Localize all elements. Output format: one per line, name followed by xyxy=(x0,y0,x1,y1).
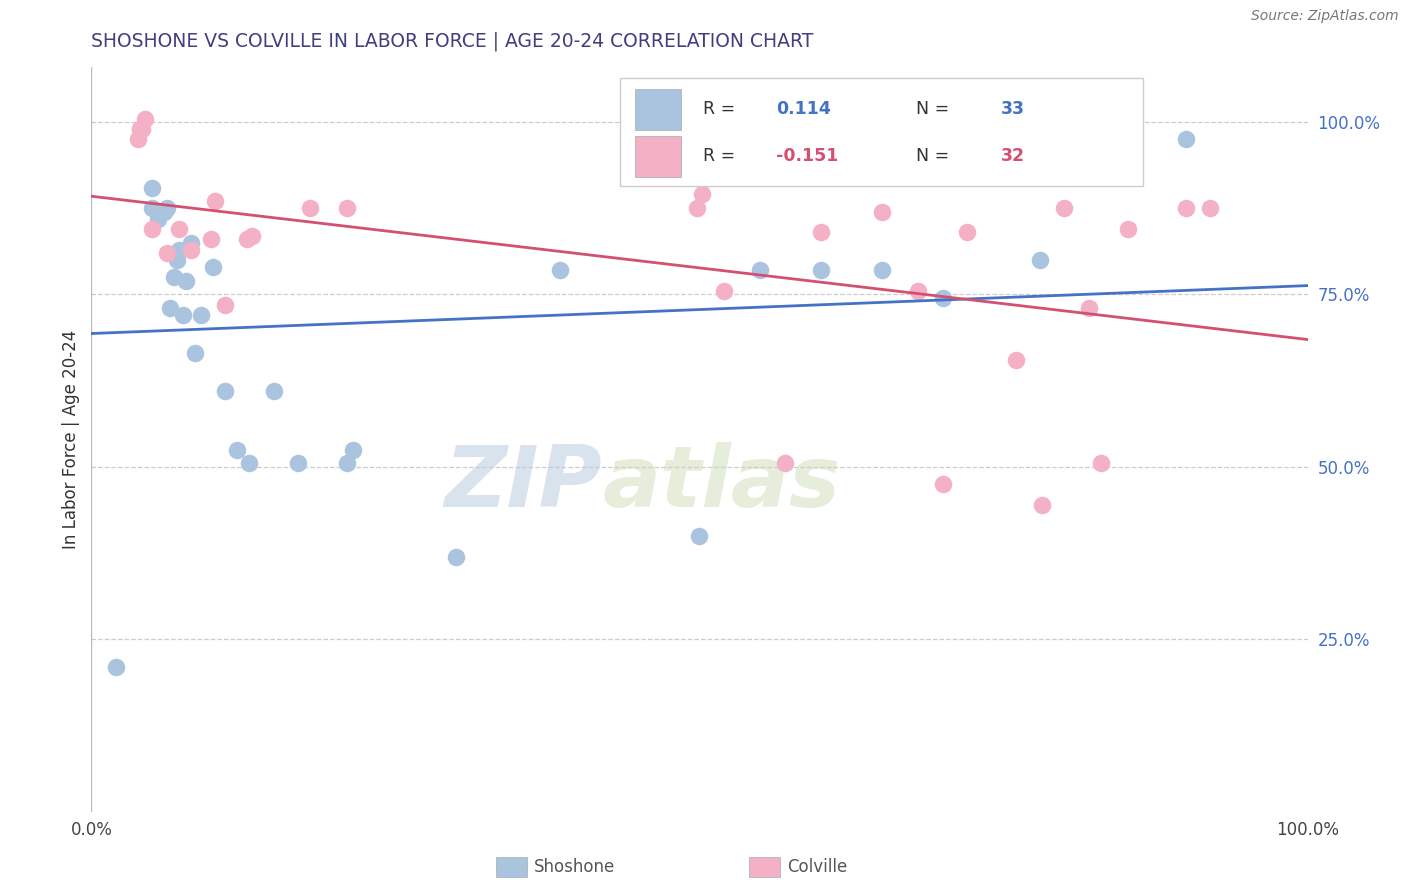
Point xyxy=(1031,498,1053,512)
Point xyxy=(870,263,893,277)
Point xyxy=(167,243,190,257)
Point xyxy=(156,201,179,215)
Point xyxy=(184,346,207,360)
Point xyxy=(1175,132,1198,146)
Point xyxy=(141,222,163,236)
Point xyxy=(148,211,170,226)
Point xyxy=(810,226,832,240)
Point xyxy=(200,232,222,246)
Point xyxy=(236,232,259,246)
Point xyxy=(167,222,190,236)
Point xyxy=(180,235,202,250)
FancyBboxPatch shape xyxy=(636,89,682,130)
Text: R =: R = xyxy=(703,101,741,119)
Point xyxy=(686,201,709,215)
Point xyxy=(131,122,153,136)
Point xyxy=(956,226,979,240)
Point xyxy=(226,442,249,457)
Text: 32: 32 xyxy=(1001,147,1025,165)
Point xyxy=(336,201,359,215)
Point xyxy=(713,284,735,298)
Point xyxy=(548,263,571,277)
Text: N =: N = xyxy=(915,101,955,119)
Point xyxy=(690,187,713,202)
Y-axis label: In Labor Force | Age 20-24: In Labor Force | Age 20-24 xyxy=(62,330,80,549)
Point xyxy=(810,263,832,277)
Point xyxy=(342,442,364,457)
Point xyxy=(127,132,149,146)
Point xyxy=(153,204,176,219)
Point xyxy=(172,308,194,322)
Text: 33: 33 xyxy=(1001,101,1025,119)
Point xyxy=(156,246,179,260)
Point xyxy=(214,298,236,312)
Point xyxy=(1004,353,1026,368)
Point xyxy=(263,384,285,398)
Text: ZIP: ZIP xyxy=(444,442,602,525)
Point xyxy=(174,274,197,288)
Point xyxy=(238,457,260,471)
Point xyxy=(1029,252,1052,267)
Point xyxy=(180,243,202,257)
FancyBboxPatch shape xyxy=(636,136,682,177)
Text: R =: R = xyxy=(703,147,741,165)
Point xyxy=(129,122,152,136)
Text: -0.151: -0.151 xyxy=(776,147,838,165)
Point xyxy=(204,194,226,209)
Point xyxy=(141,180,163,194)
Point xyxy=(214,384,236,398)
Point xyxy=(129,122,152,136)
Point xyxy=(907,284,929,298)
Point xyxy=(1053,201,1076,215)
Point xyxy=(870,204,893,219)
Text: atlas: atlas xyxy=(602,442,841,525)
Text: Source: ZipAtlas.com: Source: ZipAtlas.com xyxy=(1251,9,1399,23)
Point xyxy=(931,291,953,305)
Text: Shoshone: Shoshone xyxy=(534,858,616,876)
Text: SHOSHONE VS COLVILLE IN LABOR FORCE | AGE 20-24 CORRELATION CHART: SHOSHONE VS COLVILLE IN LABOR FORCE | AG… xyxy=(91,31,814,51)
Point xyxy=(749,263,772,277)
Point xyxy=(287,457,309,471)
Point xyxy=(159,301,181,316)
Point xyxy=(1199,201,1222,215)
Text: 0.114: 0.114 xyxy=(776,101,831,119)
Point xyxy=(773,457,796,471)
Point xyxy=(104,660,127,674)
Point xyxy=(336,457,359,471)
Point xyxy=(688,529,710,543)
Point xyxy=(931,477,953,491)
Point xyxy=(202,260,225,274)
Text: Colville: Colville xyxy=(787,858,848,876)
Point xyxy=(134,112,156,126)
Point xyxy=(240,228,263,243)
Point xyxy=(141,201,163,215)
Point xyxy=(166,252,188,267)
Point xyxy=(1077,301,1099,316)
Point xyxy=(1090,457,1112,471)
Point xyxy=(1116,222,1139,236)
Text: N =: N = xyxy=(915,147,955,165)
Point xyxy=(299,201,322,215)
Point xyxy=(444,549,467,564)
Point xyxy=(1175,201,1198,215)
Point xyxy=(190,308,212,322)
FancyBboxPatch shape xyxy=(620,78,1143,186)
Point xyxy=(163,270,186,285)
